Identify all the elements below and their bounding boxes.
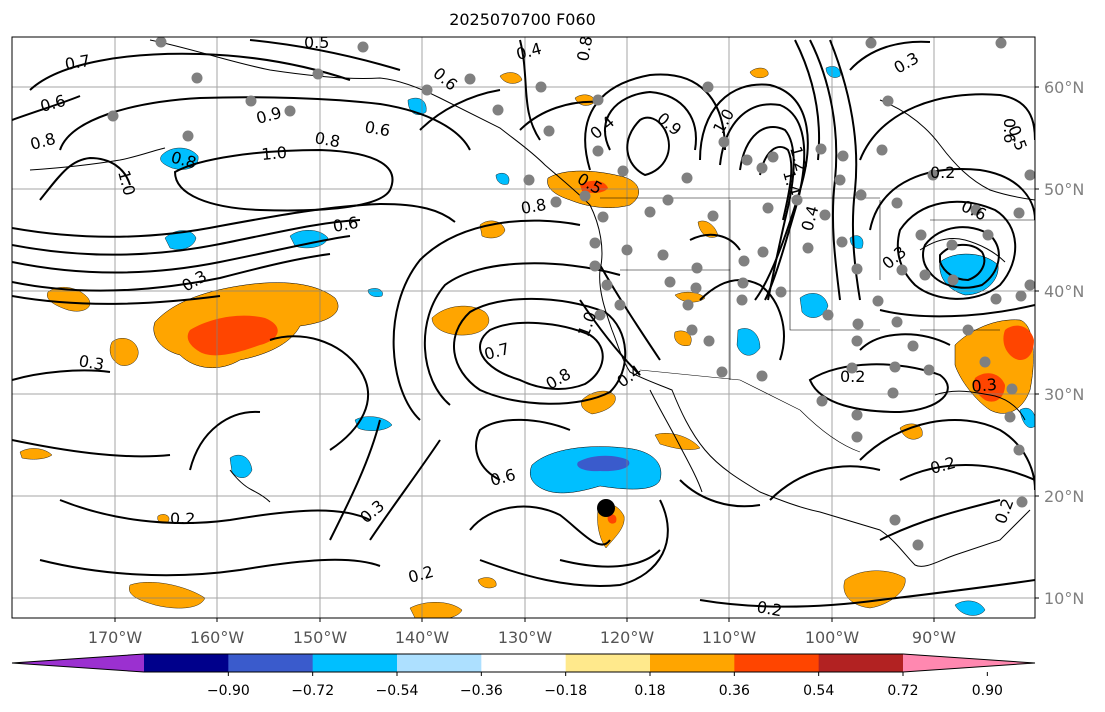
colorbar-segment: [734, 654, 820, 672]
latitude-ticks: [1035, 86, 1039, 599]
colorbar-tick-label: −0.54: [376, 683, 419, 699]
colorbar-segment: [650, 654, 735, 672]
contour-label: 0.8: [519, 195, 547, 218]
colorbar-extend-max: [903, 654, 1035, 672]
contour-label: 0.6: [331, 213, 359, 236]
contour-label: 0.3: [971, 375, 998, 396]
longitude-label: 110°W: [702, 628, 757, 647]
contour-label: 1.0: [261, 143, 288, 164]
colorbar-tick-label: 0.36: [719, 683, 750, 699]
latitude-label: 20°N: [1044, 487, 1084, 506]
colorbar-tick-label: −0.18: [544, 683, 587, 699]
latitude-label: 10°N: [1044, 589, 1084, 608]
contour-label: 0.8: [313, 128, 341, 151]
colorbar-segment: [228, 654, 314, 672]
plot-frame: [11, 36, 1036, 619]
latitude-label: 60°N: [1044, 78, 1084, 97]
contour-lines: [12, 39, 1035, 608]
contour-label: 0.5: [304, 33, 329, 52]
contour-label: 0.2: [170, 509, 195, 528]
latitude-label: 30°N: [1044, 385, 1084, 404]
longitude-label: 90°W: [912, 628, 956, 647]
longitude-label: 150°W: [293, 628, 348, 647]
colorbar-extend-min: [12, 654, 144, 672]
colorbar-outline: [11, 653, 1036, 673]
latitude-label: 50°N: [1044, 180, 1084, 199]
political-borders: [600, 197, 1035, 453]
storm-center-marker: [597, 499, 615, 517]
contour-label: 0.7: [63, 51, 91, 74]
longitude-label: 170°W: [88, 628, 143, 647]
colorbar-tick-label: −0.90: [207, 683, 250, 699]
colorbar-tick-label: 0.72: [887, 683, 918, 699]
colorbar-segment: [397, 654, 482, 672]
contour-label: 0.3: [77, 351, 105, 374]
colorbar-segment: [565, 654, 651, 672]
colorbar-segment: [312, 654, 398, 672]
station-markers: [107, 37, 1035, 551]
longitude-label: 130°W: [498, 628, 553, 647]
contour-label: 0.6: [363, 117, 391, 140]
longitude-label: 120°W: [600, 628, 655, 647]
contour-label: 0.6: [1000, 118, 1019, 143]
colorbar-tick-label: 0.90: [972, 683, 1003, 699]
colorbar-segment: [144, 654, 229, 672]
longitude-ticks: [114, 618, 935, 622]
latitude-labels: 60°N 50°N 40°N 30°N 20°N 10°N: [1044, 78, 1084, 608]
longitude-label: 100°W: [805, 628, 860, 647]
longitude-label: 160°W: [190, 628, 245, 647]
colorbar-tick-label: −0.36: [460, 683, 503, 699]
longitude-labels: 170°W 160°W 150°W 140°W 130°W 120°W 110°…: [88, 628, 956, 647]
colorbar: −0.90 −0.72 −0.54 −0.36 −0.18 0.18 0.36 0.54 0.7…: [11, 653, 1036, 699]
longitude-label: 140°W: [395, 628, 450, 647]
contour-label: 0.8: [573, 34, 596, 62]
colorbar-tick-label: 0.54: [803, 683, 834, 699]
map-grid: [12, 37, 1035, 618]
contour-label: 0.2: [840, 367, 865, 386]
colorbar-tick-label: 0.18: [634, 683, 665, 699]
contour-label: 0.2: [755, 597, 783, 620]
latitude-label: 40°N: [1044, 282, 1084, 301]
contour-label: 0.2: [930, 163, 955, 182]
shaded-anomaly-regions: [19, 66, 1035, 618]
colorbar-segment: [818, 654, 904, 672]
colorbar-segment: [481, 654, 567, 672]
colorbar-tick-label: −0.72: [291, 683, 334, 699]
map-title: 2025070700 F060: [449, 10, 596, 29]
